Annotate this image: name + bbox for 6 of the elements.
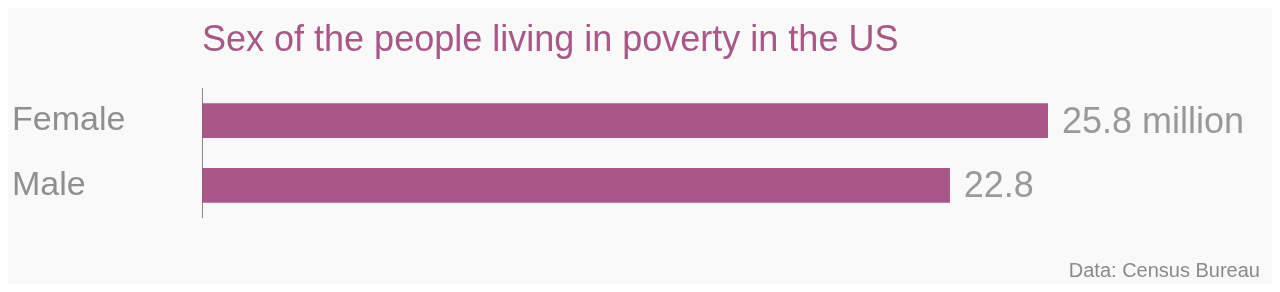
chart-title: Sex of the people living in poverty in the US <box>202 18 899 60</box>
text: Data: Census Bureau <box>1068 259 1260 282</box>
y-tick-label: Female <box>12 99 126 138</box>
data-label: 22.8 <box>963 164 1034 206</box>
y-tick-label: Male <box>12 163 86 202</box>
data-label: 25.8 million <box>1062 99 1245 141</box>
